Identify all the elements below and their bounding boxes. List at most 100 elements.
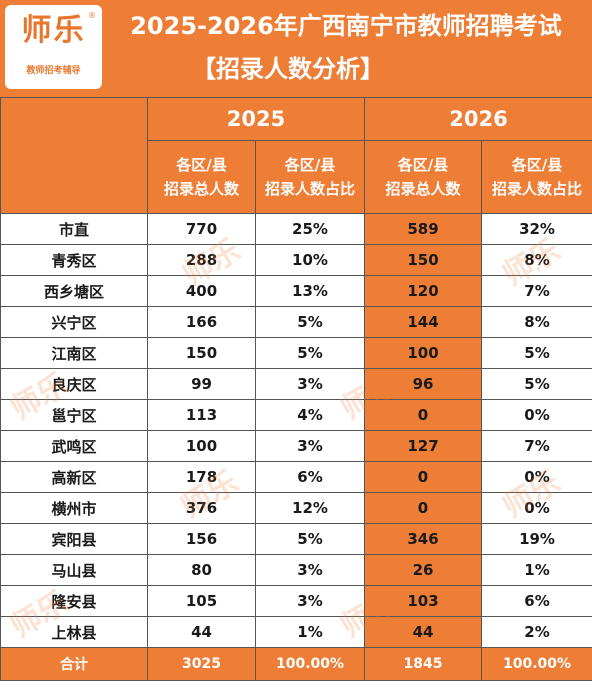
ratio-2026-cell: 8% [481,244,592,276]
total-label: 合计 [0,647,148,681]
ratio-2025-cell: 4% [254,399,366,431]
count-2025-cell: 100 [147,430,256,462]
district-cell: 高新区 [0,461,148,493]
ratio-2025-cell: 13% [254,275,366,307]
table-row: 青秀区 288 10% 150 8% [0,244,592,276]
count-2025-cell: 376 [147,492,256,524]
page-subtitle: 【招录人数分析】 [192,55,384,83]
table-row: 高新区 178 6% 0 0% [0,461,592,493]
district-cell: 马山县 [0,554,148,586]
ratio-2026-cell: 6% [481,585,592,617]
header-line: 招录总人数 [385,180,461,198]
ratio-2025-cell: 3% [254,430,366,462]
table-row: 兴宁区 166 5% 144 8% [0,306,592,338]
header-line: 招录人数占比 [265,180,356,198]
ratio-2025-cell: 3% [254,554,366,586]
ratio-2026-cell: 5% [481,368,592,400]
district-cell: 良庆区 [0,368,148,400]
header-line: 各区/县 [397,156,449,174]
table-row: 西乡塘区 400 13% 120 7% [0,275,592,307]
count-2025-cell: 80 [147,554,256,586]
registered-mark: ® [88,11,96,20]
district-cell: 市直 [0,213,148,245]
count-2025-cell: 44 [147,616,256,648]
count-2026-cell: 0 [364,399,483,431]
ratio-2025-cell: 10% [254,244,366,276]
district-cell: 隆安县 [0,585,148,617]
count-2026-cell: 127 [364,430,483,462]
count-2025-cell: 770 [147,213,256,245]
ratio-2025-cell: 6% [254,461,366,493]
header-banner: 师乐 ® 教师招考辅导 2025-2026年广西南宁市教师招聘考试 【招录人数分… [0,0,592,97]
total-count-2026: 1845 [364,647,483,681]
count-2025-cell: 400 [147,275,256,307]
count-2026-cell: 100 [364,337,483,369]
ratio-2025-cell: 5% [254,523,366,555]
district-cell: 兴宁区 [0,306,148,338]
ratio-2025-cell: 1% [254,616,366,648]
ratio-2026-cell: 19% [481,523,592,555]
ratio-2025-cell: 3% [254,585,366,617]
header-total-2025: 各区/县 招录总人数 [147,140,256,214]
total-count-2025: 3025 [147,647,256,681]
header-line: 招录总人数 [163,180,239,198]
count-2026-cell: 346 [364,523,483,555]
header-total-2026: 各区/县招录总人数 [364,140,483,214]
count-2025-cell: 166 [147,306,256,338]
count-2025-cell: 113 [147,399,256,431]
table-row: 良庆区 99 3% 96 5% [0,368,592,400]
logo-text: 师乐 [21,13,86,48]
ratio-2025-cell: 3% [254,368,366,400]
logo-tagline: 教师招考辅导 [26,66,81,76]
ratio-2026-cell: 0% [481,399,592,431]
count-2025-cell: 288 [147,244,256,276]
page-title: 2025-2026年广西南宁市教师招聘考试 [130,12,562,40]
column-header-row: 各区/县 招录总人数 各区/县 招录人数占比 各区/县 招录总人数 各区/县 招录人数占… [1,140,592,214]
total-row: 合计 3025 100.00% 1845 100.00% [0,647,592,681]
table-row: 武鸣区 100 3% 127 7% [0,430,592,462]
district-cell: 江南区 [0,337,148,369]
header-ratio-2025: 各区/县 招录人数占比 [254,140,366,214]
district-cell: 邕宁区 [0,399,148,431]
header-ratio-2026: 各区/县 招录人数占比 [481,140,592,214]
ratio-2026-cell: 8% [481,306,592,338]
district-cell: 武鸣区 [0,430,148,462]
count-2026-cell: 120 [364,275,483,307]
district-cell: 宾阳县 [0,523,148,555]
table-row: 邕宁区 113 4% 0 0% [0,399,592,431]
district-header-cell [0,97,148,214]
district-cell: 上林县 [0,616,148,648]
count-2025-cell: 156 [147,523,256,555]
total-ratio-2025: 100.00% [254,647,366,681]
ratio-2026-cell: 2% [481,616,592,648]
district-cell: 西乡塘区 [0,275,148,307]
ratio-2026-cell: 0% [481,461,592,493]
ratio-2026-cell: 5% [481,337,592,369]
count-2026-cell: 589 [364,213,483,245]
count-2026-cell: 103 [364,585,483,617]
count-2026-cell: 0 [364,492,483,524]
ratio-2026-cell: 7% [481,275,592,307]
table-row: 宾阳县 156 5% 346 19% [0,523,592,555]
ratio-2026-cell: 0% [481,492,592,524]
district-cell: 青秀区 [0,244,148,276]
year-2025-header: 2025 [146,97,366,141]
count-2026-cell: 44 [364,616,483,648]
ratio-2026-cell: 7% [481,430,592,462]
table-row: 市直 770 25% 589 32% [0,213,592,245]
table-row: 隆安县 105 3% 103 6% [0,585,592,617]
year-2026-header: 2026 [364,97,592,141]
table-row: 马山县 80 3% 26 1% [0,554,592,586]
ratio-2025-cell: 25% [254,213,366,245]
count-2025-cell: 178 [147,461,256,493]
district-cell: 横州市 [0,492,148,524]
header-line: 招录人数占比 [492,180,583,198]
count-2025-cell: 150 [147,337,256,369]
count-2026-cell: 96 [364,368,483,400]
count-2025-cell: 99 [147,368,256,400]
ratio-2026-cell: 1% [481,554,592,586]
count-2026-cell: 26 [364,554,483,586]
table-body: 市直 770 25% 589 32% 青秀区 288 10% 150 8% 西乡塘区 400 13%… [0,213,592,681]
ratio-2025-cell: 5% [254,337,366,369]
